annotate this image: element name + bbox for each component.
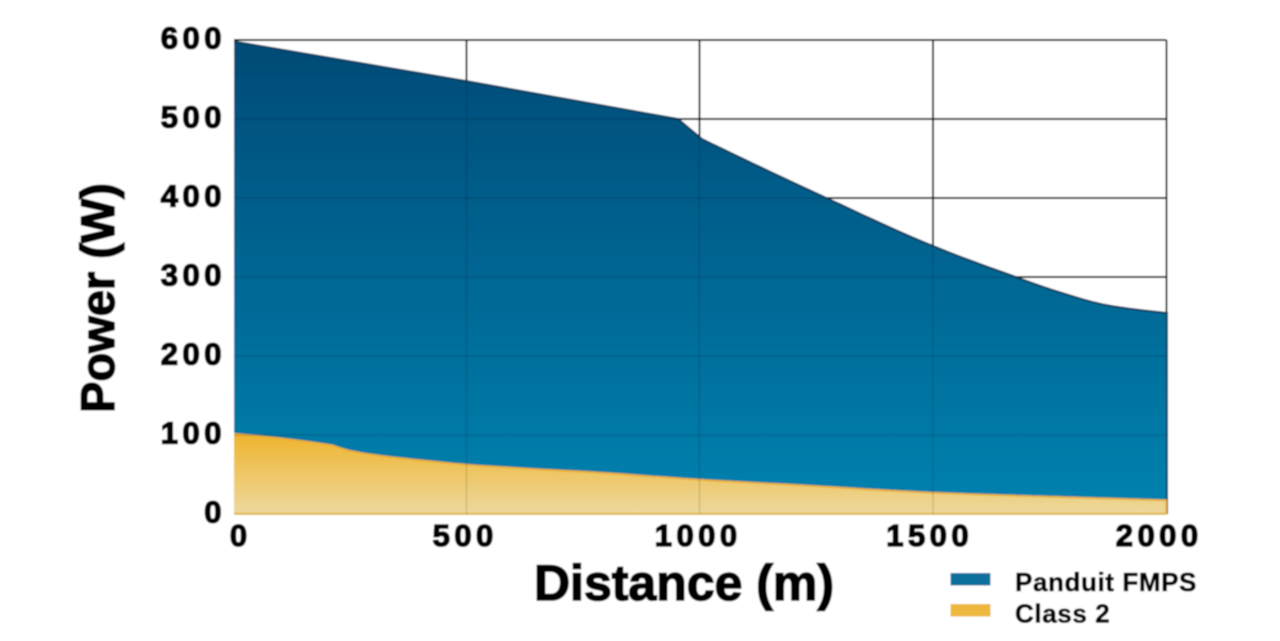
svg-text:600: 600 <box>161 21 226 56</box>
svg-text:500: 500 <box>161 100 226 135</box>
svg-text:Class 2: Class 2 <box>1015 599 1110 629</box>
svg-text:0: 0 <box>204 495 226 530</box>
svg-text:300: 300 <box>161 258 226 293</box>
svg-text:Distance (m): Distance (m) <box>534 555 834 611</box>
svg-text:2000: 2000 <box>1116 518 1203 553</box>
svg-text:200: 200 <box>161 337 226 372</box>
svg-text:500: 500 <box>433 518 498 553</box>
svg-text:100: 100 <box>161 416 226 451</box>
svg-text:1000: 1000 <box>655 518 742 553</box>
svg-text:1500: 1500 <box>886 518 973 553</box>
svg-text:0: 0 <box>230 518 252 553</box>
svg-text:400: 400 <box>161 179 226 214</box>
svg-text:Panduit FMPS: Panduit FMPS <box>1015 567 1197 597</box>
svg-text:Power (W): Power (W) <box>71 183 124 413</box>
